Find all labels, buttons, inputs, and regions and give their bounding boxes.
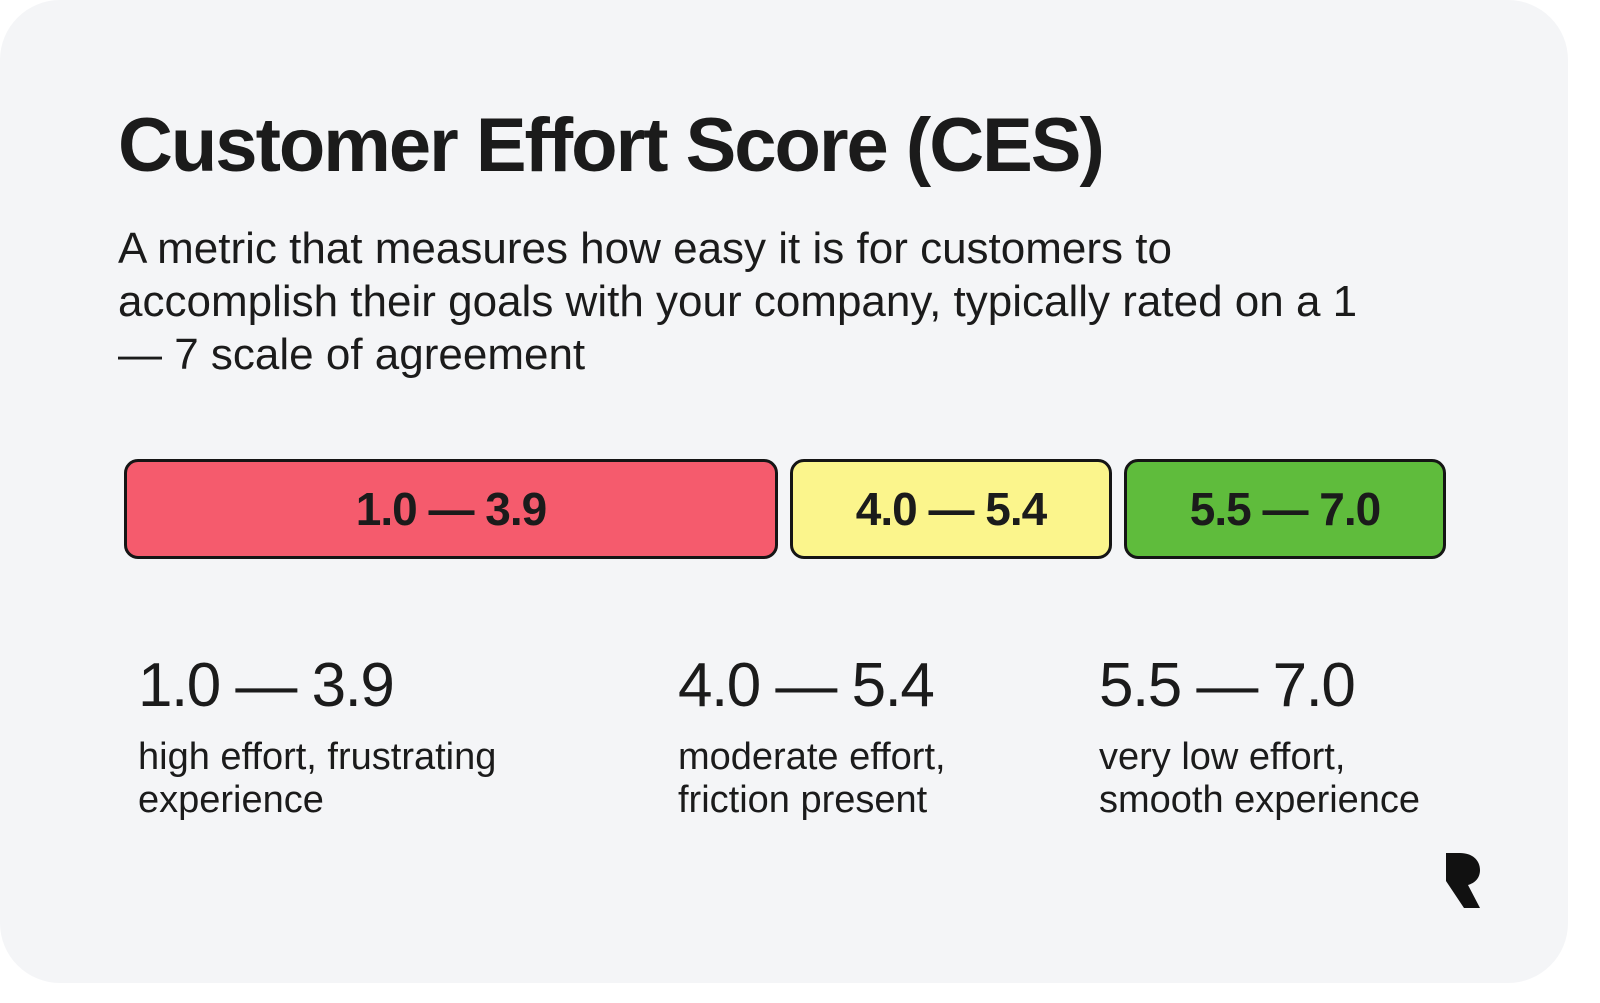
scale-segment-label: 5.5 — 7.0 [1189,483,1381,535]
scale-segment-moderate-effort: 4.0 — 5.4 [790,459,1112,559]
legend-item-moderate-effort: 4.0 — 5.4 moderate effort, friction pres… [678,650,978,822]
legend-description: very low effort, smooth experience [1099,736,1421,821]
legend-description: high effort, frustrating experience [138,736,497,821]
description-text: A metric that measures how easy it is fo… [118,224,1358,379]
scale-segment-low-effort: 5.5 — 7.0 [1124,459,1446,559]
legend-range: 5.5 — 7.0 [1099,651,1356,720]
legend-range: 1.0 — 3.9 [138,651,395,720]
legend-item-high-effort: 1.0 — 3.9 high effort, frustrating exper… [138,650,538,822]
scale-segment-high-effort: 1.0 — 3.9 [124,459,778,559]
legend-description: moderate effort, friction present [678,736,946,821]
scale-segment-label: 4.0 — 5.4 [855,483,1047,535]
ces-card: Customer Effort Score (CES) A metric tha… [0,0,1568,983]
r-logo-icon [1446,853,1480,908]
legend-range: 4.0 — 5.4 [678,651,935,720]
page-title: Customer Effort Score (CES) [118,103,1105,188]
legend-item-low-effort: 5.5 — 7.0 very low effort, smooth experi… [1099,650,1444,822]
scale-segment-label: 1.0 — 3.9 [355,483,547,535]
